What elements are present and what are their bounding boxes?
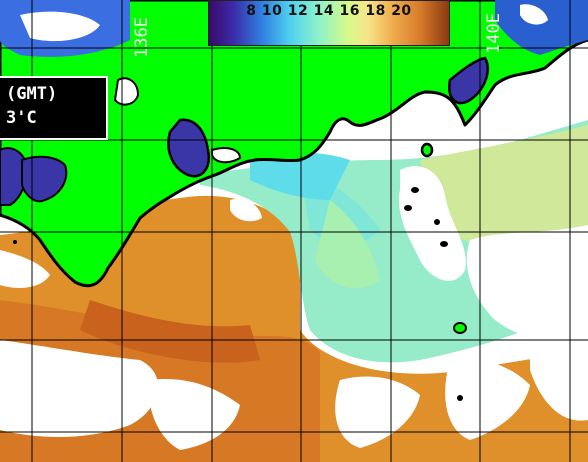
info-box-line-1: (GMT) xyxy=(6,84,58,104)
longitude-label-136e: 136E xyxy=(132,17,152,58)
colorbar-tick-labels: 8 10 12 14 16 18 20 xyxy=(246,3,412,19)
timestamp-info-box: (GMT) 3'C xyxy=(0,76,108,140)
temperature-colorbar: 8 10 12 14 16 18 20 xyxy=(208,0,450,46)
longitude-label-140e: 140E xyxy=(484,13,504,54)
land-mass xyxy=(0,0,588,401)
info-box-line-2: 3'C xyxy=(6,108,37,128)
